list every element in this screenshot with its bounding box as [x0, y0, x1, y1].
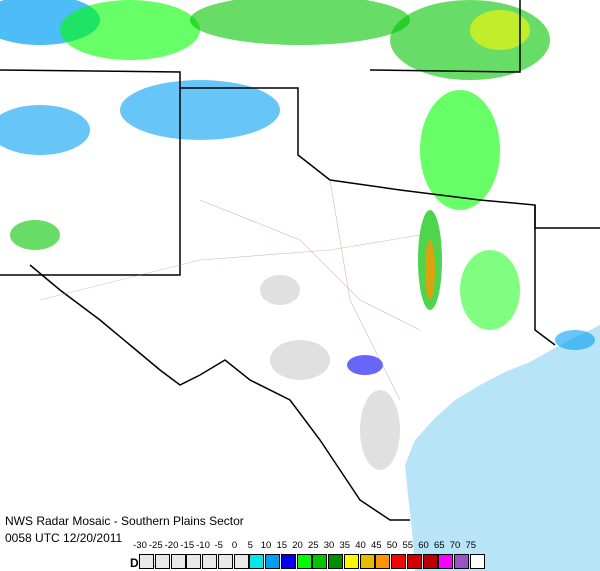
legend-swatch: [265, 554, 280, 569]
legend-label: 45: [370, 540, 382, 551]
legend-label: -25: [148, 540, 163, 551]
legend-swatch: [391, 554, 406, 569]
legend-label: 15: [276, 540, 288, 551]
legend-label: 0: [231, 540, 238, 551]
legend-label: -15: [180, 540, 195, 551]
legend-swatch: [217, 554, 233, 569]
legend-swatch: [139, 554, 154, 569]
legend-swatch: [469, 554, 485, 569]
map-title: NWS Radar Mosaic - Southern Plains Secto…: [5, 514, 244, 528]
legend-swatch: [296, 554, 312, 569]
legend-label: 5: [247, 540, 253, 551]
legend-swatch: [249, 554, 265, 569]
radar-echoes: [0, 0, 595, 470]
legend-swatch: [343, 554, 359, 569]
legend-swatch: [328, 554, 343, 569]
state-borders: [0, 0, 600, 521]
legend-swatch: [422, 554, 438, 569]
legend-swatch: [202, 554, 217, 569]
legend-label: 75: [465, 540, 477, 551]
county-lines: [39, 179, 421, 401]
legend-label: 25: [307, 540, 319, 551]
legend-label: 50: [386, 540, 398, 551]
legend-swatch: [233, 554, 249, 569]
legend-swatch: [454, 554, 469, 569]
legend-label: -30: [133, 540, 147, 551]
legend-swatch: [186, 554, 202, 569]
gulf-of-mexico: [405, 325, 600, 571]
timestamp: 0058 UTC 12/20/2011: [5, 531, 123, 545]
legend-label: 20: [292, 540, 303, 551]
legend-label: -5: [214, 540, 223, 551]
legend-swatch: [438, 554, 454, 569]
legend-swatch: [359, 554, 375, 569]
legend-swatch: [280, 554, 296, 569]
legend-swatch: [406, 554, 422, 569]
legend-label: 65: [433, 540, 445, 551]
legend-swatch: [154, 554, 170, 569]
legend-swatch: [170, 554, 186, 569]
legend-label: -20: [164, 540, 179, 551]
legend-label: 70: [449, 540, 461, 551]
legend-label: 30: [323, 540, 335, 551]
legend-label: 55: [402, 540, 414, 551]
legend-label: 60: [418, 540, 429, 551]
legend-swatch: [375, 554, 391, 569]
legend-label: 10: [260, 540, 272, 551]
legend-label: -10: [196, 540, 210, 551]
legend-swatch: [312, 554, 328, 569]
legend-label: 40: [355, 540, 366, 551]
legend-label: 35: [339, 540, 351, 551]
